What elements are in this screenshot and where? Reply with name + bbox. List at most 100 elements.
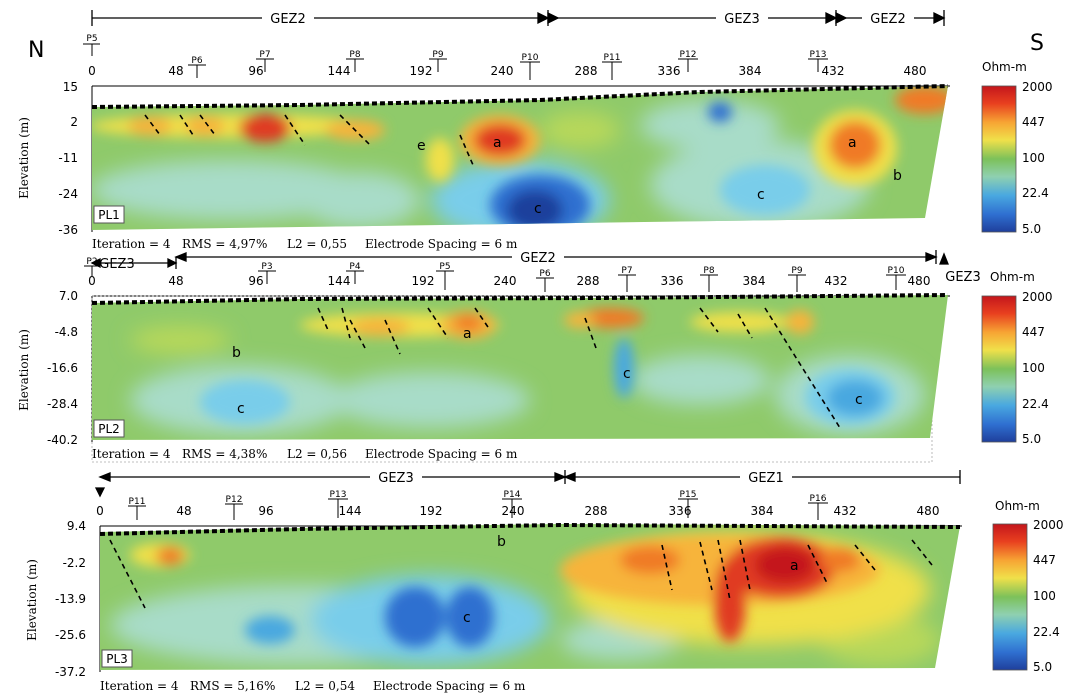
pl1-xtick: 288 <box>575 64 598 78</box>
pl3-id: PL3 <box>106 652 128 666</box>
pl3-zone-2: GEZ1 <box>748 471 783 486</box>
pl1-xtick: 96 <box>248 64 263 78</box>
pl3-station-p13: P13 <box>330 490 347 500</box>
pl1-station-p8: P8 <box>349 50 360 60</box>
north-label: N <box>28 38 44 63</box>
pl2-anomaly-c: c <box>237 401 245 417</box>
pl2-ytick: -28.4 <box>47 397 78 411</box>
pl2-xtick: 144 <box>328 274 351 288</box>
pl1-xtick: 0 <box>88 64 96 78</box>
pl2-id: PL2 <box>98 422 120 436</box>
pl2-xtick: 288 <box>577 274 600 288</box>
pl1-xtick: 336 <box>658 64 681 78</box>
pl3-xtick: 288 <box>585 504 608 518</box>
pl2-zone-3: GEZ3 <box>945 270 980 285</box>
legend-tick: 100 <box>1022 151 1045 165</box>
pl2-ytick: -16.6 <box>47 361 78 375</box>
pl3-station-p14: P14 <box>504 490 521 500</box>
pl1-ytick: -11 <box>58 151 78 165</box>
pl3-ylabel: Elevation (m) <box>25 559 39 641</box>
pl2-id-box <box>93 419 125 438</box>
pl1-ytick: 2 <box>70 115 78 129</box>
pl3-station-p15: P15 <box>680 490 697 500</box>
pl2-station-p9: P9 <box>791 266 802 276</box>
pl3-stations <box>128 498 828 520</box>
pl3-xtick: 336 <box>669 504 692 518</box>
profile-pl3: GEZ3 GEZ1 P11 P12 P13 P14 P15 P16 0 48 9… <box>25 470 962 693</box>
legend-tick: 2000 <box>1022 290 1053 304</box>
legend-tick: 5.0 <box>1022 432 1041 446</box>
legend-unit: Ohm-m <box>995 499 1040 513</box>
pl3-station-p12: P12 <box>226 495 243 505</box>
pl2-anomaly-b: b <box>232 345 241 361</box>
pl3-xtick: 96 <box>258 504 273 518</box>
pl3-ytick: -37.2 <box>55 665 86 679</box>
legend-pl3: Ohm-m 2000 447 100 22.4 5.0 <box>992 499 1064 674</box>
pl1-ytick: -24 <box>58 187 78 201</box>
pl1-station-p7: P7 <box>259 50 270 60</box>
pl2-station-p3: P3 <box>261 262 272 272</box>
pl3-anomaly-c: c <box>463 610 471 626</box>
pl1-rms: RMS = 4,97% <box>182 237 267 251</box>
pl1-xtick: 240 <box>491 64 514 78</box>
legend-unit: Ohm-m <box>990 270 1035 284</box>
pl3-station-p16: P16 <box>810 494 827 504</box>
pl3-xtick: 144 <box>339 504 362 518</box>
pl3-iteration: Iteration = 4 <box>100 679 179 693</box>
pl1-xtick: 192 <box>410 64 433 78</box>
pl3-section <box>100 524 960 670</box>
pl1-xtick: 384 <box>739 64 762 78</box>
legend-pl2: Ohm-m 2000 447 100 22.4 5.0 <box>981 270 1053 446</box>
pl1-xtick: 432 <box>822 64 845 78</box>
pl3-xtick: 48 <box>176 504 191 518</box>
pl2-ytick: 7.0 <box>59 289 78 303</box>
pl3-xtick: 480 <box>917 504 940 518</box>
pl1-anomaly-c: c <box>534 201 542 217</box>
pl1-anomaly-a: a <box>493 135 502 151</box>
legend-tick: 447 <box>1033 553 1056 567</box>
legend-tick: 100 <box>1033 589 1056 603</box>
pl2-anomaly-c3: c <box>855 392 863 408</box>
pl1-anomaly-c2: c <box>757 187 765 203</box>
pl2-station-p4: P4 <box>349 262 360 272</box>
pl3-ytick: -2.2 <box>63 556 86 570</box>
pl3-anomaly-b: b <box>497 534 506 550</box>
pl2-anomaly-a: a <box>463 326 472 342</box>
pl1-ytick: 15 <box>63 80 78 94</box>
pl3-id-box <box>101 649 133 668</box>
pl1-station-p6: P6 <box>191 56 202 66</box>
pl2-rms: RMS = 4,38% <box>182 447 267 461</box>
pl3-xtick: 384 <box>751 504 774 518</box>
pl2-l2: L2 = 0,56 <box>287 447 347 461</box>
legend-tick: 2000 <box>1022 80 1053 94</box>
pl1-zone-1: GEZ2 <box>270 12 305 27</box>
pl1-l2: L2 = 0,55 <box>287 237 347 251</box>
pl2-xtick: 432 <box>825 274 848 288</box>
pl2-station-p7: P7 <box>621 266 632 276</box>
pl1-ytick: -36 <box>58 223 78 237</box>
pl1-section <box>92 86 948 230</box>
pl3-xtick: 432 <box>834 504 857 518</box>
pl2-zone-1: GEZ3 <box>99 257 134 272</box>
pl2-xtick: 96 <box>248 274 263 288</box>
profile-pl1: GEZ2 GEZ3 GEZ2 P5 P6 P7 P8 P9 P10 P11 P1… <box>17 10 950 251</box>
legend-tick: 2000 <box>1033 518 1064 532</box>
legend-pl1: Ohm-m 2000 447 100 22.4 5.0 <box>981 60 1053 236</box>
pl3-ytick: -13.9 <box>55 592 86 606</box>
pl3-ytick: 9.4 <box>67 519 86 533</box>
pl1-stations <box>83 43 828 80</box>
pl1-ylabel: Elevation (m) <box>17 117 31 199</box>
pl2-xtick: 480 <box>908 274 931 288</box>
pl3-anomaly-a: a <box>790 558 799 574</box>
pl3-xtick: 240 <box>502 504 525 518</box>
pl1-anomaly-a2: a <box>848 135 857 151</box>
pl3-ytick: -25.6 <box>55 628 86 642</box>
pl2-anomaly-c2: c <box>623 366 631 382</box>
pl1-spacing: Electrode Spacing = 6 m <box>365 237 518 251</box>
pl1-anomaly-b: b <box>893 168 902 184</box>
pl2-ytick: -40.2 <box>47 433 78 447</box>
pl1-xtick: 144 <box>328 64 351 78</box>
pl1-station-p13: P13 <box>810 50 827 60</box>
pl3-zone-bar <box>94 470 961 498</box>
pl3-l2: L2 = 0,54 <box>295 679 355 693</box>
